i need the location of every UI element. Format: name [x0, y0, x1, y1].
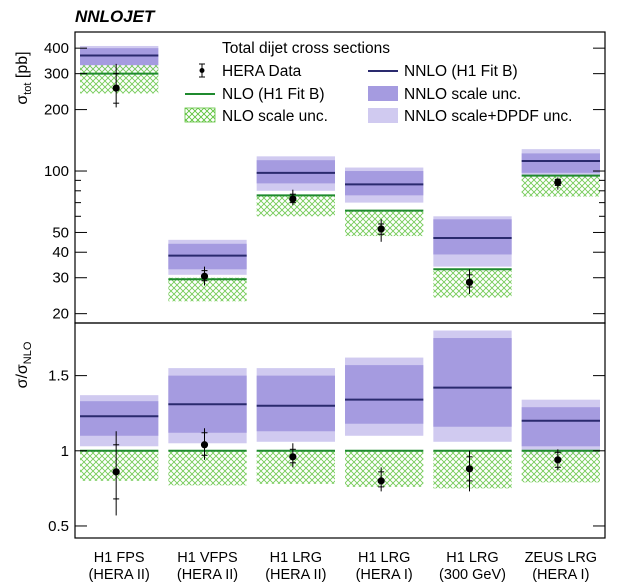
top-nnlo-scale-band-3: [256, 160, 335, 184]
xlabel-line2-2: (HERA II): [177, 567, 238, 583]
ratio-nlo-scale-band-1: [80, 450, 159, 481]
legend-nnlo-dpdf-label: NNLO scale+DPDF unc.: [404, 108, 572, 125]
legend-nnlo-scale-swatch: [368, 86, 398, 101]
xlabel-line1-6: ZEUS LRG: [525, 550, 598, 566]
legend-nlo-scale-label: NLO scale unc.: [222, 108, 328, 125]
ratio-nlo-scale-band-2: [168, 450, 247, 486]
ratio-frame: [74, 322, 606, 539]
ratio-ytick-label-0.5: 0.5: [48, 518, 69, 535]
ratio-nnlo-scale-band-1: [80, 401, 159, 436]
x-category-labels: H1 FPS(HERA II)H1 VFPS(HERA II)H1 LRG(HE…: [89, 550, 598, 583]
ratio-ytick-label-1.5: 1.5: [48, 368, 69, 385]
top-ylabel: σtot [pb]: [14, 51, 34, 104]
legend-item-nnlo-scale: NNLO scale unc.: [368, 86, 521, 103]
top-ytick-label-30: 30: [52, 270, 69, 287]
ratio-nlo-scale-band-6: [521, 450, 600, 483]
top-data-point-6: [554, 178, 562, 186]
xlabel-line1-2: H1 VFPS: [177, 550, 237, 566]
top-data-point-5: [465, 278, 474, 286]
ratio-nnlo-scale-band-5: [433, 338, 512, 427]
ratio-data-point-3: [289, 453, 297, 461]
ratio-data-point-1: [112, 468, 120, 476]
top-nlo-scale-band-4: [345, 210, 424, 237]
ratio-nnlo-scale-band-6: [521, 407, 600, 447]
top-data-point-4: [377, 225, 385, 233]
top-panel: 20 30 40 50 100 200 300 400: [44, 31, 606, 324]
top-ytick-label-20: 20: [52, 306, 69, 323]
top-nnlo-scale-band-5: [433, 219, 512, 255]
xlabel-line2-6: (HERA I): [532, 567, 589, 583]
top-ytick-label-100: 100: [44, 163, 69, 180]
legend-item-data: HERA Data: [199, 63, 302, 80]
top-ytick-label-50: 50: [52, 224, 69, 241]
legend-item-nlo: NLO (H1 Fit B): [185, 86, 324, 103]
legend-nlo-scale-swatch: [184, 107, 216, 123]
top-data-point-1: [112, 84, 120, 92]
xlabel-line2-1: (HERA II): [89, 567, 150, 583]
top-data-point-2: [200, 272, 209, 280]
xlabel-line2-5: (300 GeV): [439, 567, 506, 583]
legend-nnlo-dpdf-swatch: [368, 108, 398, 123]
legend-item-nlo-scale: NLO scale unc.: [184, 107, 328, 125]
legend-nlo-label: NLO (H1 Fit B): [222, 86, 324, 103]
legend-data-label: HERA Data: [222, 63, 302, 80]
xlabel-line1-5: H1 LRG: [446, 550, 498, 566]
chart-title: NNLOJET: [75, 7, 156, 26]
xlabel-line1-1: H1 FPS: [94, 550, 145, 566]
top-nlo-scale-band-6: [521, 175, 600, 197]
top-ytick-label-200: 200: [44, 102, 69, 119]
top-nlo-scale-band-3: [256, 195, 335, 217]
ratio-data-point-6: [554, 456, 562, 464]
ratio-data-point-4: [377, 477, 385, 485]
top-nnlo-scale-band-1: [80, 48, 159, 66]
top-nnlo-scale-band-4: [345, 171, 424, 196]
legend-item-nnlo: NNLO (H1 Fit B): [368, 63, 518, 80]
xlabel-line2-4: (HERA I): [356, 567, 413, 583]
top-nlo-scale-band-2: [168, 277, 247, 302]
ratio-nnlo-scale-band-4: [345, 365, 424, 424]
ratio-ylabel: σ/σNLO: [14, 341, 34, 388]
legend-item-nnlo-dpdf: NNLO scale+DPDF unc.: [368, 108, 572, 125]
xlabel-line1-4: H1 LRG: [358, 550, 410, 566]
ratio-data-point-5: [465, 465, 474, 473]
ratio-ytick-label-1: 1: [61, 443, 69, 460]
top-nnlo-scale-band-6: [521, 153, 600, 173]
chart-subtitle: Total dijet cross sections: [222, 40, 390, 57]
legend-data-marker: [199, 68, 205, 73]
top-ytick-label-40: 40: [52, 244, 69, 261]
xlabel-line1-3: H1 LRG: [270, 550, 322, 566]
legend-nnlo-label: NNLO (H1 Fit B): [404, 63, 518, 80]
ratio-data-point-2: [200, 441, 209, 449]
ratio-nnlo-scale-band-3: [256, 375, 335, 432]
top-ytick-label-400: 400: [44, 40, 69, 57]
legend: HERA Data NLO (H1 Fit B) NLO scale unc. …: [184, 63, 572, 125]
top-ytick-label-300: 300: [44, 66, 69, 83]
legend-nnlo-scale-label: NNLO scale unc.: [404, 86, 521, 103]
xlabel-line2-3: (HERA II): [265, 567, 326, 583]
ratio-panel: 0.5 1 1.5: [48, 322, 606, 539]
top-data-point-3: [289, 195, 297, 203]
